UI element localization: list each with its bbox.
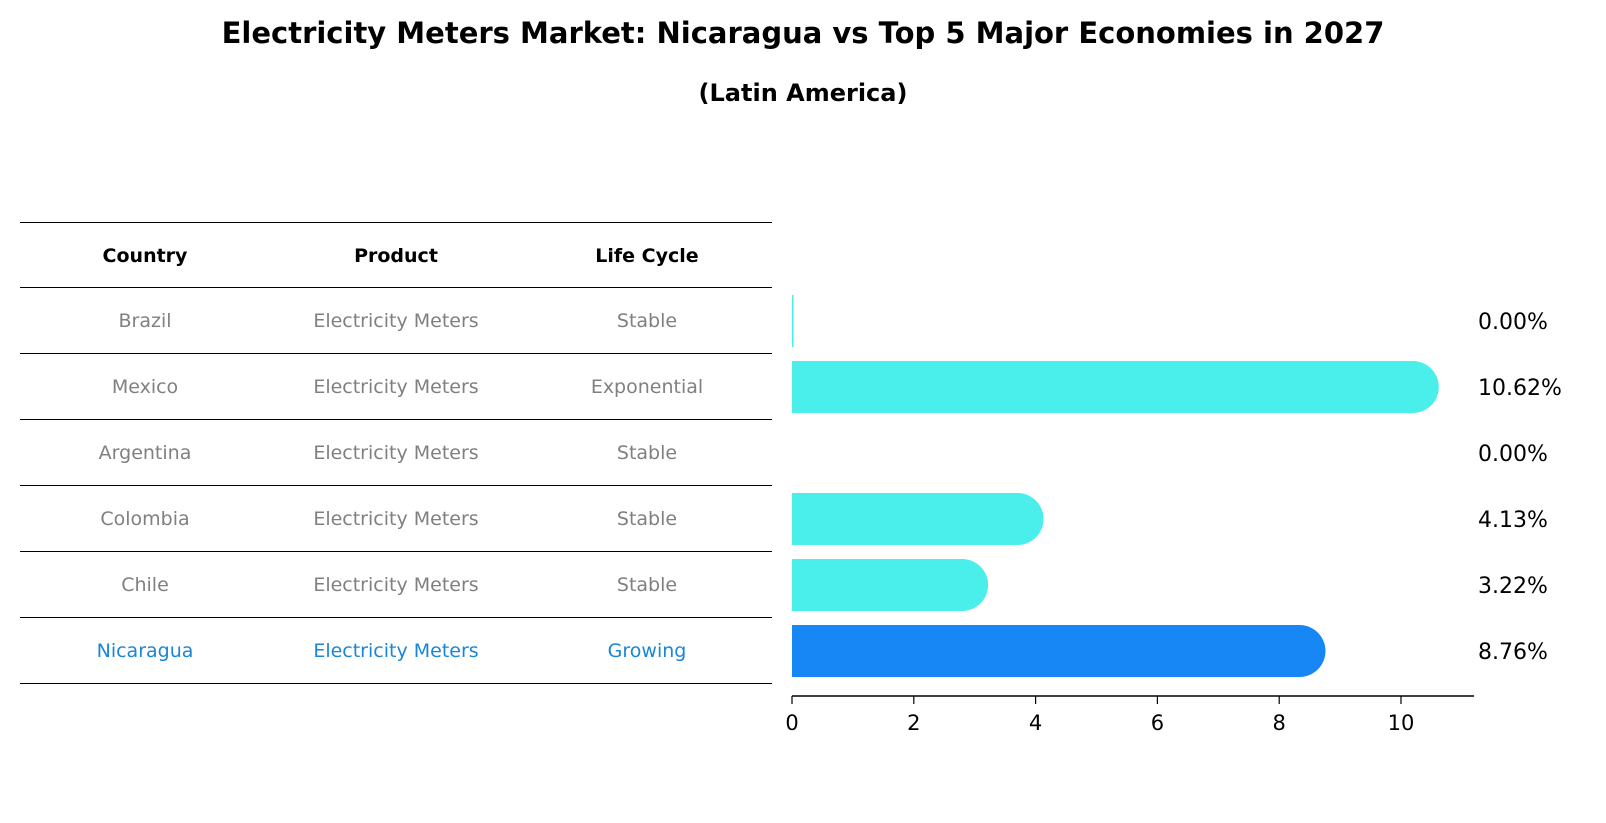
product-cell: Electricity Meters [313,508,479,530]
data-label: 3.22% [1478,574,1548,599]
product-cell: Electricity Meters [313,376,479,398]
data-label: 0.00% [1478,310,1548,335]
data-label: 0.00% [1478,442,1548,467]
table-row: Colombia Electricity Meters Stable [20,486,772,552]
data-label: 10.62% [1478,376,1562,401]
header-life-cycle: Life Cycle [595,245,699,267]
product-cell: Electricity Meters [313,574,479,596]
header-product: Product [354,245,438,267]
chart-title: Electricity Meters Market: Nicaragua vs … [221,16,1385,50]
data-table: Country Product Life Cycle Brazil Electr… [20,222,772,684]
table-row: Brazil Electricity Meters Stable [20,288,772,354]
data-label: 4.13% [1478,508,1548,533]
life-cycle-cell: Stable [616,574,678,596]
x-tick-label: 8 [1273,711,1286,735]
product-cell: Electricity Meters [313,310,479,332]
country-cell: Colombia [100,508,190,530]
x-tick-label: 6 [1151,711,1164,735]
product-cell: Electricity Meters [313,442,479,464]
table-row-highlighted: Nicaragua Electricity Meters Growing [20,618,772,684]
country-cell: Chile [121,574,169,596]
chart-subtitle: (Latin America) [698,79,908,107]
product-cell: Electricity Meters [313,640,479,662]
country-cell: Nicaragua [96,640,194,662]
country-cell: Mexico [111,376,179,398]
life-cycle-cell: Growing [607,640,687,662]
life-cycle-cell: Stable [616,442,678,464]
bar-nicaragua [792,625,1326,677]
table-row: Mexico Electricity Meters Exponential [20,354,772,420]
life-cycle-cell: Stable [616,310,678,332]
life-cycle-cell: Exponential [590,376,704,398]
bar-mexico [792,361,1439,413]
x-tick-label: 0 [785,711,798,735]
country-cell: Argentina [98,442,192,464]
country-cell: Brazil [118,310,172,332]
x-tick-label: 2 [907,711,920,735]
table-row: Argentina Electricity Meters Stable [20,420,772,486]
x-tick-label: 4 [1029,711,1042,735]
bar-chile [792,559,989,611]
header-country: Country [102,245,188,267]
x-tick-label: 10 [1388,711,1415,735]
table-header: Country Product Life Cycle [20,222,772,288]
bar-brazil [792,295,794,347]
bar-colombia [792,493,1044,545]
data-label: 8.76% [1478,640,1548,665]
table-row: Chile Electricity Meters Stable [20,552,772,618]
life-cycle-cell: Stable [616,508,678,530]
